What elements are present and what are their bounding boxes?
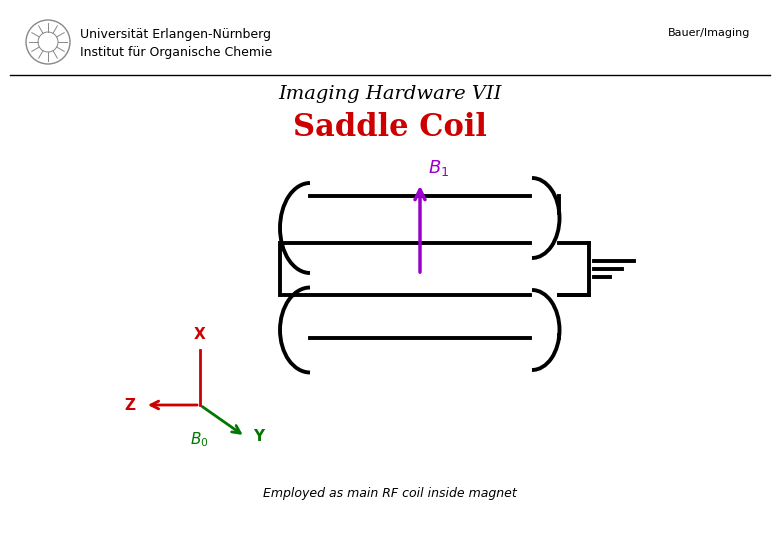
Text: Universität Erlangen-Nürnberg: Universität Erlangen-Nürnberg — [80, 28, 271, 41]
Text: Z: Z — [124, 397, 135, 413]
Text: Bauer/Imaging: Bauer/Imaging — [668, 28, 750, 38]
Text: Employed as main RF coil inside magnet: Employed as main RF coil inside magnet — [263, 487, 517, 500]
Text: Imaging Hardware VII: Imaging Hardware VII — [278, 85, 502, 103]
Text: X: X — [194, 327, 206, 342]
Text: $B_1$: $B_1$ — [428, 158, 449, 178]
Text: Y: Y — [253, 429, 264, 444]
Text: Institut für Organische Chemie: Institut für Organische Chemie — [80, 46, 272, 59]
Text: $B_0$: $B_0$ — [190, 430, 208, 449]
Text: Saddle Coil: Saddle Coil — [293, 112, 487, 143]
